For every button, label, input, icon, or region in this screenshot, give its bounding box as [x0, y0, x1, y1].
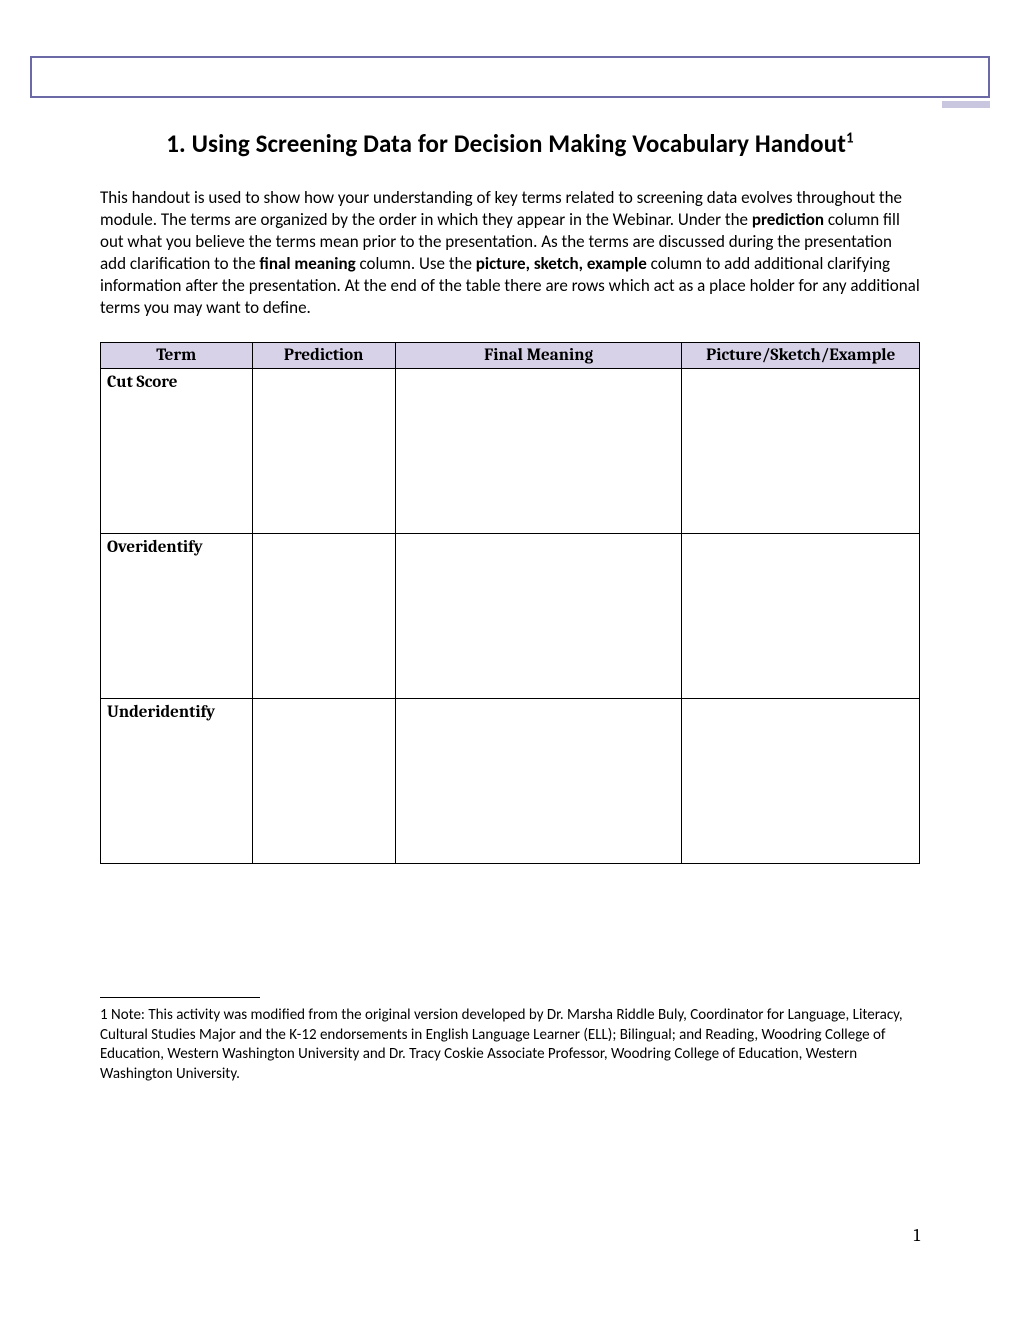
cell-term: Underidentify [101, 698, 253, 863]
header-banner [30, 56, 990, 98]
cell-prediction [252, 533, 395, 698]
col-header-example: Picture/Sketch/Example [682, 342, 920, 368]
col-header-term: Term [101, 342, 253, 368]
intro-bold-span: prediction [752, 209, 824, 230]
table-body: Cut ScoreOveridentifyUnderidentify [101, 368, 920, 863]
col-header-final-meaning: Final Meaning [395, 342, 682, 368]
cell-final-meaning [395, 533, 682, 698]
title-number: 1. [166, 128, 186, 159]
footnote-separator [100, 997, 260, 998]
header-banner-accent [942, 101, 990, 108]
footnote-text: 1 Note: This activity was modified from … [100, 1006, 920, 1084]
intro-bold-span: final meaning [259, 253, 355, 274]
content-area: 1. Using Screening Data for Decision Mak… [100, 128, 920, 864]
page-title: 1. Using Screening Data for Decision Mak… [100, 128, 920, 159]
footnote-marker: 1 [100, 1006, 108, 1024]
table-header-row: Term Prediction Final Meaning Picture/Sk… [101, 342, 920, 368]
intro-text-span: column. Use the [356, 253, 476, 274]
cell-final-meaning [395, 368, 682, 533]
table-row: Cut Score [101, 368, 920, 533]
vocabulary-table: Term Prediction Final Meaning Picture/Sk… [100, 342, 920, 864]
intro-bold-span: picture, sketch, example [476, 253, 647, 274]
page-number: 1 [913, 1225, 920, 1246]
col-header-prediction: Prediction [252, 342, 395, 368]
document-page: 1. Using Screening Data for Decision Mak… [0, 0, 1020, 1320]
table-row: Underidentify [101, 698, 920, 863]
cell-example [682, 698, 920, 863]
cell-term: Overidentify [101, 533, 253, 698]
cell-prediction [252, 698, 395, 863]
intro-paragraph: This handout is used to show how your un… [100, 187, 920, 320]
cell-term: Cut Score [101, 368, 253, 533]
cell-prediction [252, 368, 395, 533]
footnote-body: Note: This activity was modified from th… [100, 1006, 903, 1083]
table-row: Overidentify [101, 533, 920, 698]
title-footnote-marker: 1 [846, 130, 854, 148]
cell-example [682, 368, 920, 533]
title-text: Using Screening Data for Decision Making… [192, 128, 846, 159]
cell-example [682, 533, 920, 698]
cell-final-meaning [395, 698, 682, 863]
